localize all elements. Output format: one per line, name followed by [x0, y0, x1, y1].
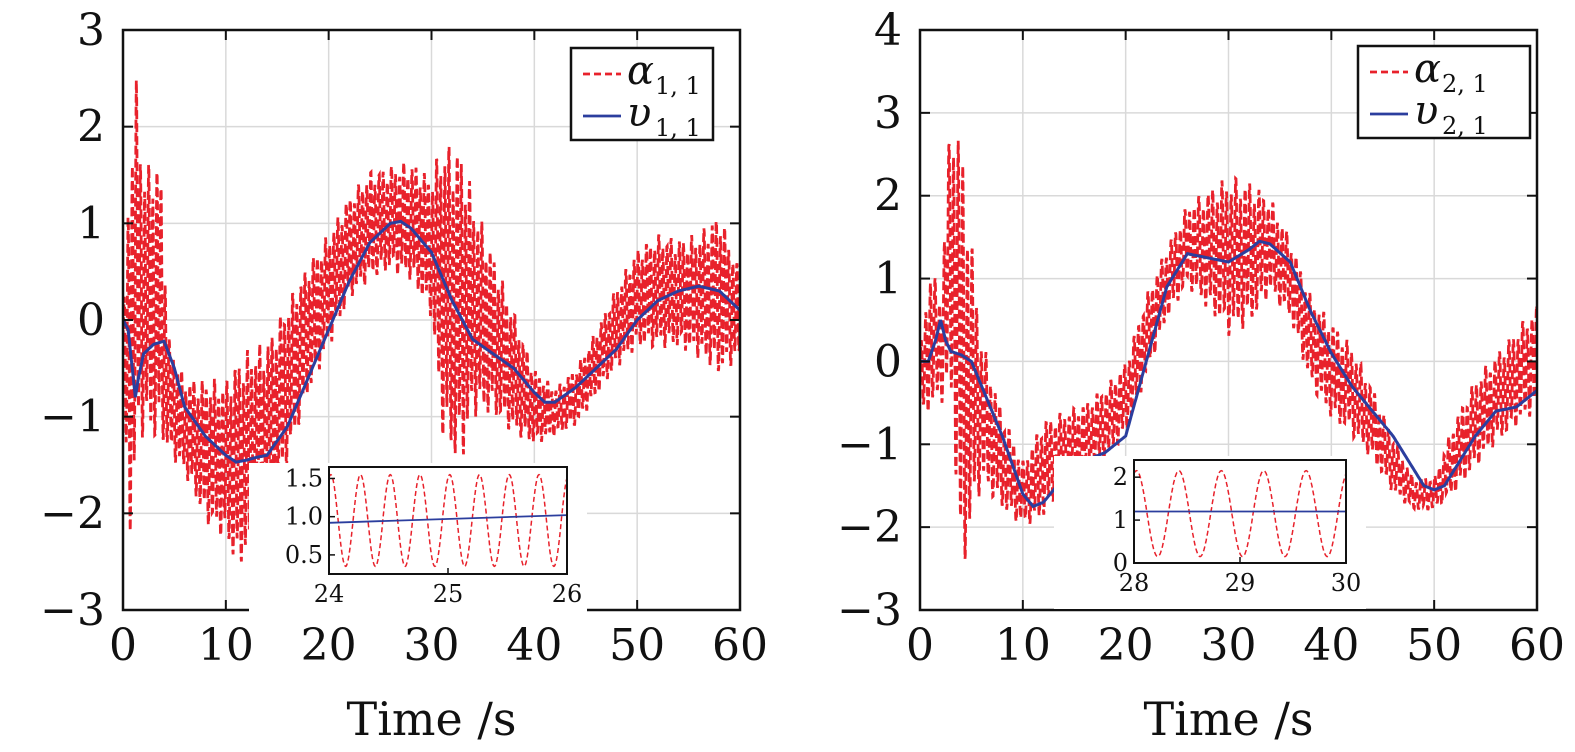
- series-alpha-line: [123, 80, 740, 562]
- legend-subscript-upsilon: 1, 1: [655, 114, 701, 142]
- y-tick-label: 3: [77, 5, 105, 56]
- x-tick-label: 0: [109, 620, 137, 671]
- x-tick-label: 60: [712, 620, 768, 671]
- inset-y-tick-label: 1: [1113, 506, 1128, 534]
- y-tick-label: 1: [77, 198, 105, 249]
- x-tick-label: 0: [906, 620, 934, 671]
- x-tick-label: 40: [1303, 620, 1359, 671]
- y-tick-label: 2: [77, 102, 105, 153]
- legend: α 1, 1υ 1, 1: [569, 46, 715, 142]
- inset-x-tick-label: 25: [433, 580, 464, 608]
- x-tick-label: 20: [301, 620, 357, 671]
- y-tick-label: −2: [40, 488, 105, 539]
- x-tick-label: 40: [506, 620, 562, 671]
- legend-label-alpha: α: [1414, 46, 1441, 92]
- legend-label-alpha: α: [627, 48, 654, 94]
- inset-x-tick-label: 24: [314, 580, 345, 608]
- x-tick-label: 10: [198, 620, 254, 671]
- legend: α 2, 1υ 2, 1: [1356, 44, 1532, 140]
- x-axis-label: Time /s: [1144, 692, 1314, 746]
- legend-label-upsilon: υ: [1414, 88, 1438, 134]
- y-tick-label: 4: [874, 5, 902, 56]
- y-tick-label: −2: [837, 502, 902, 553]
- x-tick-label: 60: [1509, 620, 1565, 671]
- plot-area: [123, 80, 740, 562]
- inset-y-tick-label: 1.0: [285, 503, 323, 531]
- inset-x-tick-label: 26: [552, 580, 583, 608]
- x-tick-label: 10: [995, 620, 1051, 671]
- y-tick-label: 0: [77, 295, 105, 346]
- x-axis-label: Time /s: [347, 692, 517, 746]
- inset-chart: 24 25 26 1.5 1.0 0.5: [249, 463, 587, 620]
- x-tick-label: 50: [1406, 620, 1462, 671]
- inset-x-tick-label: 28: [1119, 569, 1150, 597]
- series-upsilon-line: [123, 219, 740, 464]
- x-tick-label: 50: [609, 620, 665, 671]
- inset-series-alpha-line: [1134, 469, 1346, 558]
- y-tick-label: −1: [40, 392, 105, 443]
- y-tick-label: 2: [874, 171, 902, 222]
- inset-y-tick-label: 2: [1113, 463, 1128, 491]
- y-tick-label: −3: [837, 585, 902, 636]
- legend-label-upsilon: υ: [627, 90, 651, 136]
- legend-subscript-alpha: 1, 1: [655, 72, 701, 100]
- legend-subscript-upsilon: 2, 1: [1442, 112, 1488, 140]
- inset-series-upsilon-line: [329, 514, 567, 524]
- y-tick-label: 3: [874, 88, 902, 139]
- inset-plot-area: [1134, 469, 1346, 558]
- inset-plot-area: [329, 473, 567, 568]
- inset-x-tick-label: 30: [1331, 569, 1362, 597]
- series-upsilon-line: [920, 239, 1537, 509]
- legend-box: [1356, 44, 1532, 140]
- inset-plot-bg: [329, 467, 567, 574]
- series-alpha-line: [920, 140, 1537, 559]
- inset-x-tick-label: 29: [1225, 569, 1256, 597]
- inset-series-alpha-line: [329, 473, 567, 568]
- x-tick-label: 20: [1098, 620, 1154, 671]
- inset-y-tick-label: 0: [1113, 549, 1128, 577]
- legend-box: [569, 46, 715, 142]
- plot-area: [920, 140, 1537, 559]
- inset-y-tick-label: 1.5: [285, 464, 323, 492]
- legend-subscript-alpha: 2, 1: [1442, 70, 1488, 98]
- y-tick-label: −3: [40, 585, 105, 636]
- x-tick-label: 30: [404, 620, 460, 671]
- inset-y-tick-label: 0.5: [285, 541, 323, 569]
- y-tick-label: −1: [837, 419, 902, 470]
- y-tick-label: 0: [874, 336, 902, 387]
- inset-chart: 28 29 30 2 1 0: [1054, 456, 1366, 609]
- x-tick-label: 30: [1201, 620, 1257, 671]
- y-tick-label: 1: [874, 254, 902, 305]
